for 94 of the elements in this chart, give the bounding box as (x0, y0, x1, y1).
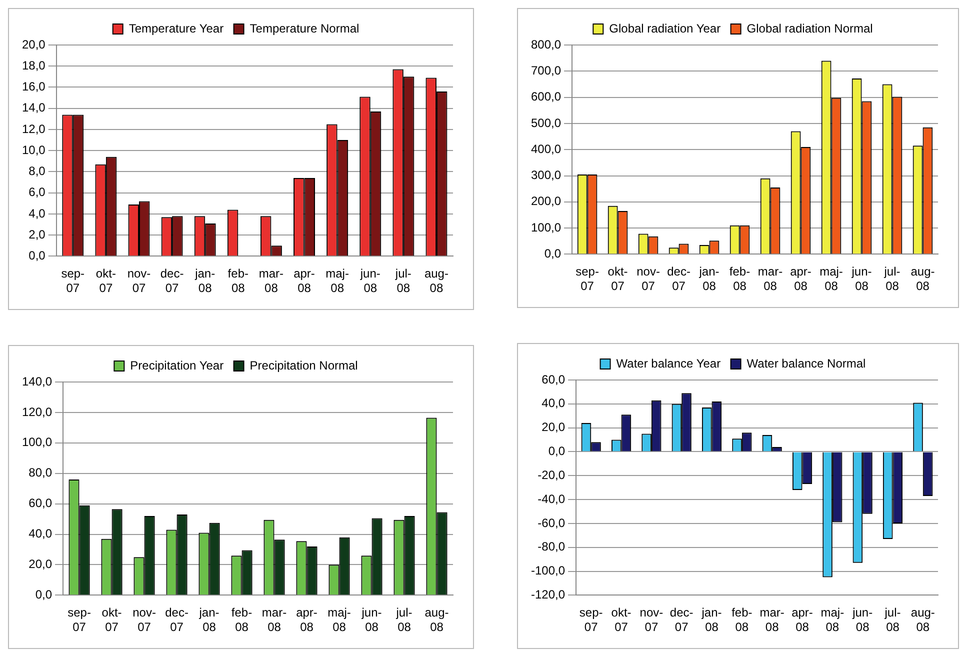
y-tick-label: 0,0 (548, 444, 566, 458)
y-tick-label: 2,0 (28, 227, 46, 242)
y-tick-label: 20,0 (22, 37, 46, 52)
y-tick-label: 120,0 (22, 404, 52, 419)
y-tick-label: 100,0 (22, 435, 52, 450)
legend-label: Water balance Year (616, 356, 721, 370)
x-tick-label: dec-07 (670, 606, 694, 634)
y-tick-label: -120,0 (530, 588, 566, 602)
x-tick-label: aug-08 (424, 266, 448, 296)
legend-label: Water balance Normal (746, 356, 866, 370)
x-tick-label: jul-08 (394, 266, 412, 296)
y-tick-label: 20,0 (542, 420, 566, 434)
x-tick-label: sep-07 (579, 606, 603, 634)
y-tick-label: 60,0 (542, 372, 566, 386)
y-tick-label: 0,0 (28, 248, 46, 263)
x-tick-label: apr-08 (294, 266, 315, 296)
x-tick-label: sep-07 (68, 606, 91, 634)
x-tick-label: maj-08 (326, 266, 349, 296)
x-tick-label: dec-07 (160, 266, 184, 296)
y-tick-label: -100,0 (530, 564, 566, 578)
y-tick-label: 400,0 (531, 142, 562, 156)
y-tick-label: -80,0 (538, 540, 566, 554)
x-tick-label: sep-07 (61, 266, 85, 296)
x-tick-label: feb-08 (231, 606, 252, 634)
y-tick-label: 60,0 (28, 496, 52, 510)
y-tick-label: -60,0 (538, 516, 566, 530)
y-tick-label: 20,0 (28, 557, 52, 572)
legend-label: Temperature Year (128, 21, 224, 36)
x-tick-label: feb-08 (228, 266, 248, 296)
x-tick-label: apr-08 (296, 606, 318, 634)
y-tick-label: 6,0 (28, 185, 46, 200)
x-tick-label: jun-08 (359, 266, 380, 296)
x-tick-label: dec-07 (667, 264, 690, 294)
x-tick-label: jan-08 (194, 266, 216, 296)
y-tick-label: 500,0 (531, 116, 562, 130)
y-tick-label: 0,0 (544, 246, 562, 261)
y-tick-label: 16,0 (22, 80, 46, 94)
x-tick-label: mar-08 (258, 266, 284, 296)
y-tick-label: 12,0 (22, 122, 46, 136)
x-tick-label: aug-08 (910, 264, 935, 294)
legend-label: Precipitation Normal (250, 358, 358, 372)
x-tick-label: maj-08 (820, 606, 844, 634)
legend-label: Precipitation Year (130, 358, 224, 372)
x-tick-label: dec-07 (165, 606, 188, 634)
y-tick-label: 140,0 (22, 374, 52, 388)
x-tick-label: mar-08 (760, 606, 784, 634)
x-tick-label: apr-08 (792, 606, 813, 634)
x-tick-label: aug-08 (910, 606, 935, 634)
y-tick-label: 80,0 (28, 466, 52, 480)
y-tick-label: 200,0 (531, 194, 562, 208)
x-tick-label: maj-08 (328, 606, 351, 634)
x-tick-label: jan-08 (198, 606, 220, 634)
y-tick-label: 40,0 (28, 526, 52, 541)
y-tick-label: 8,0 (28, 164, 46, 178)
y-tick-label: 40,0 (542, 396, 566, 410)
x-tick-label: jan-08 (700, 606, 722, 634)
x-tick-label: nov-07 (132, 606, 156, 634)
x-tick-label: jul-08 (884, 606, 901, 634)
y-tick-label: 0,0 (35, 588, 52, 602)
y-tick-label: 600,0 (531, 90, 562, 104)
x-tick-label: sep-07 (576, 264, 599, 294)
x-tick-label: maj-08 (820, 264, 843, 294)
y-tick-label: 4,0 (28, 206, 46, 220)
x-tick-label: okt-07 (102, 606, 122, 634)
x-tick-label: okt-07 (611, 606, 632, 634)
legend-label: Global radiation Year (609, 21, 721, 36)
y-tick-label: 10,0 (22, 142, 46, 157)
x-tick-label: nov-07 (640, 606, 664, 634)
y-tick-label: 100,0 (531, 220, 562, 234)
x-tick-label: feb-08 (729, 264, 750, 294)
x-tick-label: jun-08 (360, 606, 382, 634)
y-tick-label: 300,0 (531, 168, 562, 182)
x-tick-label: jul-08 (395, 606, 412, 634)
x-tick-label: aug-08 (424, 606, 449, 634)
y-tick-label: 700,0 (531, 63, 562, 78)
x-tick-label: apr-08 (790, 264, 812, 294)
y-tick-label: -20,0 (538, 468, 566, 482)
x-tick-label: mar-08 (758, 264, 783, 294)
x-tick-label: jul-08 (883, 264, 900, 294)
x-tick-label: jan-08 (698, 264, 720, 294)
x-tick-label: okt-07 (96, 266, 116, 296)
x-tick-label: mar-08 (262, 606, 287, 634)
x-tick-label: nov-07 (636, 264, 660, 294)
x-tick-label: feb-08 (732, 606, 752, 634)
x-tick-label: nov-07 (127, 266, 151, 296)
legend-label: Global radiation Normal (746, 21, 873, 36)
x-tick-label: okt-07 (608, 264, 628, 294)
y-tick-label: -40,0 (538, 492, 566, 506)
legend-label: Temperature Normal (250, 21, 360, 36)
y-tick-label: 18,0 (22, 58, 46, 72)
x-tick-label: jun-08 (852, 606, 873, 634)
x-tick-label: jun-08 (850, 264, 872, 294)
y-tick-label: 14,0 (22, 100, 46, 115)
y-tick-label: 800,0 (531, 37, 562, 52)
